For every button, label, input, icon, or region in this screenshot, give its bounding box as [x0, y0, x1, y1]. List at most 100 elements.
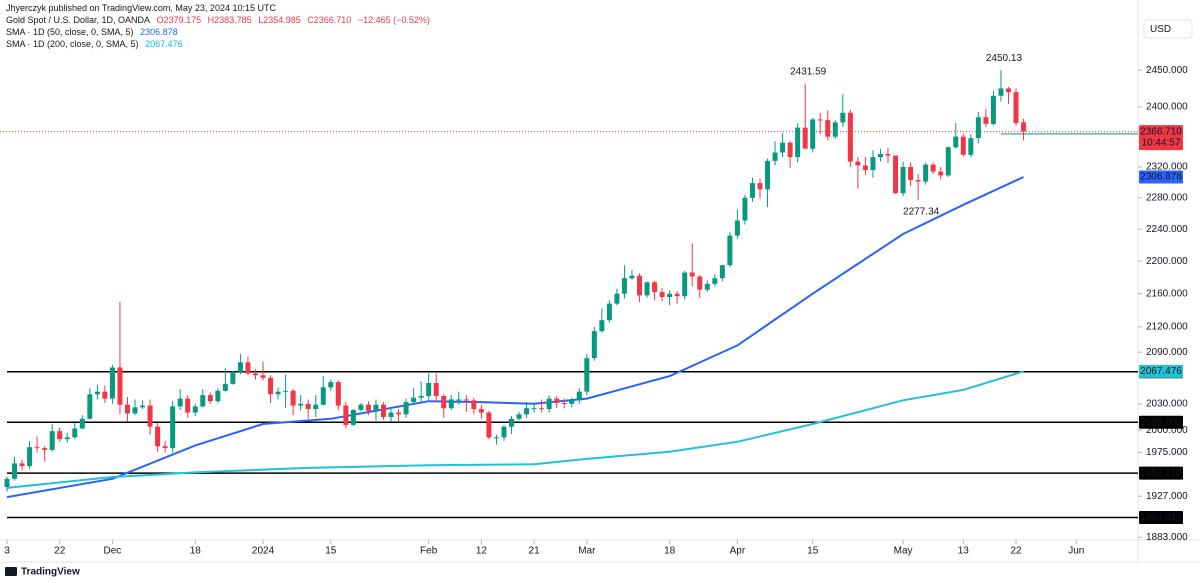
- candle-body: [388, 412, 394, 417]
- candle-body: [426, 382, 432, 396]
- sma50-axis-label: 2306.878: [1140, 172, 1182, 183]
- candle-body: [463, 399, 469, 401]
- candle-body: [403, 402, 409, 415]
- candle-body: [765, 160, 771, 190]
- candle-body: [358, 404, 364, 410]
- sma-line: [6, 176, 1024, 499]
- candle-body: [313, 404, 319, 410]
- x-tick-label: Jun: [1068, 546, 1084, 557]
- candle-body: [584, 358, 590, 392]
- candle-body: [222, 383, 228, 391]
- candle-body: [283, 390, 289, 392]
- candle-body: [335, 382, 341, 406]
- candle-body: [509, 418, 515, 427]
- last-price-label-box: [1139, 125, 1183, 151]
- candle-body: [704, 283, 710, 290]
- candle-body: [448, 399, 454, 409]
- x-tick-label: 15: [807, 546, 819, 557]
- candle-body: [471, 400, 477, 410]
- candle-body: [170, 406, 176, 449]
- candle-body: [230, 371, 236, 384]
- candle-body: [810, 119, 816, 149]
- candle-body: [396, 412, 402, 415]
- x-tick-label: Apr: [730, 546, 746, 557]
- candle-body: [132, 407, 138, 414]
- price-annotation: 2450.13: [986, 53, 1023, 64]
- candle-body: [546, 398, 552, 410]
- candle-body: [569, 400, 575, 404]
- candle-body: [644, 282, 650, 296]
- candle-body: [441, 395, 447, 409]
- candle-body: [1013, 92, 1019, 124]
- candle-body: [486, 412, 492, 438]
- x-tick-label: Feb: [420, 546, 438, 557]
- candle-body: [855, 161, 861, 166]
- candle-body: [418, 395, 424, 398]
- sma200-axis-label: 2067.476: [1140, 366, 1182, 377]
- candle-body: [162, 446, 168, 449]
- candle-body: [27, 447, 33, 467]
- candle-body: [621, 278, 627, 294]
- x-tick-label: Dec: [104, 546, 122, 557]
- candle-body: [674, 293, 680, 297]
- sma50-value: 2306.878: [140, 27, 178, 37]
- candle-body: [599, 320, 605, 332]
- sma200-line: SMA · 1D (200, close, 0, SMA, 5) 2067.47…: [6, 38, 434, 50]
- y-tick-label: 2120.000: [1146, 322, 1188, 333]
- candle-body: [4, 478, 10, 488]
- candle-body: [795, 127, 801, 158]
- candle-body: [825, 120, 831, 137]
- y-tick-label: 2450.000: [1146, 65, 1188, 76]
- currency-box: [1143, 19, 1193, 39]
- candle-body: [787, 142, 793, 158]
- candle-body: [847, 112, 853, 162]
- level-label-box: [1139, 510, 1183, 524]
- candle-body: [998, 88, 1004, 96]
- candle-body: [1005, 88, 1011, 93]
- candle-body: [990, 95, 996, 124]
- candle-body: [79, 418, 85, 429]
- candle-body: [260, 375, 266, 378]
- brand: TradingView: [21, 567, 80, 578]
- candle-body: [900, 166, 906, 194]
- level-label: 1904.010: [1140, 512, 1182, 523]
- last-price-label-countdown: 10:44:57: [1142, 137, 1181, 148]
- change: −12.465 (−0.52%): [357, 15, 430, 25]
- candle-body: [268, 377, 274, 395]
- candle-body: [524, 408, 530, 415]
- candle-body: [780, 142, 786, 153]
- candle-body: [953, 136, 959, 148]
- candle-body: [72, 428, 78, 438]
- y-tick-label: 2090.000: [1146, 347, 1188, 358]
- x-tick-label: 3: [4, 546, 10, 557]
- candle-body: [930, 164, 936, 172]
- candle-body: [207, 395, 213, 402]
- x-tick-label: Mar: [578, 546, 596, 557]
- high: H2383.785: [207, 15, 252, 25]
- y-tick-label: 2200.000: [1146, 256, 1188, 267]
- sma200-name: SMA · 1D (200, close, 0, SMA, 5): [6, 39, 139, 49]
- x-tick-label: 22: [1010, 546, 1022, 557]
- candle-body: [42, 448, 48, 450]
- candle-body: [712, 278, 718, 284]
- candle-body: [49, 431, 55, 450]
- x-tick-label: 21: [529, 546, 541, 557]
- candle-body: [742, 197, 748, 221]
- y-tick-label: 2320.000: [1146, 162, 1188, 173]
- y-tick-label: 2400.000: [1146, 101, 1188, 112]
- candle-body: [493, 437, 499, 439]
- level-label: 2009.000: [1140, 417, 1182, 428]
- x-tick-label: May: [894, 546, 913, 557]
- brand-logo: [5, 567, 17, 576]
- x-tick-label: 12: [476, 546, 488, 557]
- candle-body: [945, 147, 951, 176]
- x-tick-label: 22: [54, 546, 66, 557]
- candle-body: [652, 282, 658, 293]
- candle-body: [659, 292, 665, 298]
- candle-body: [140, 405, 146, 408]
- sma200-value: 2067.476: [145, 39, 183, 49]
- sma200-axis-label-box: [1139, 364, 1183, 378]
- candle-body: [252, 373, 258, 376]
- candle-body: [629, 275, 635, 279]
